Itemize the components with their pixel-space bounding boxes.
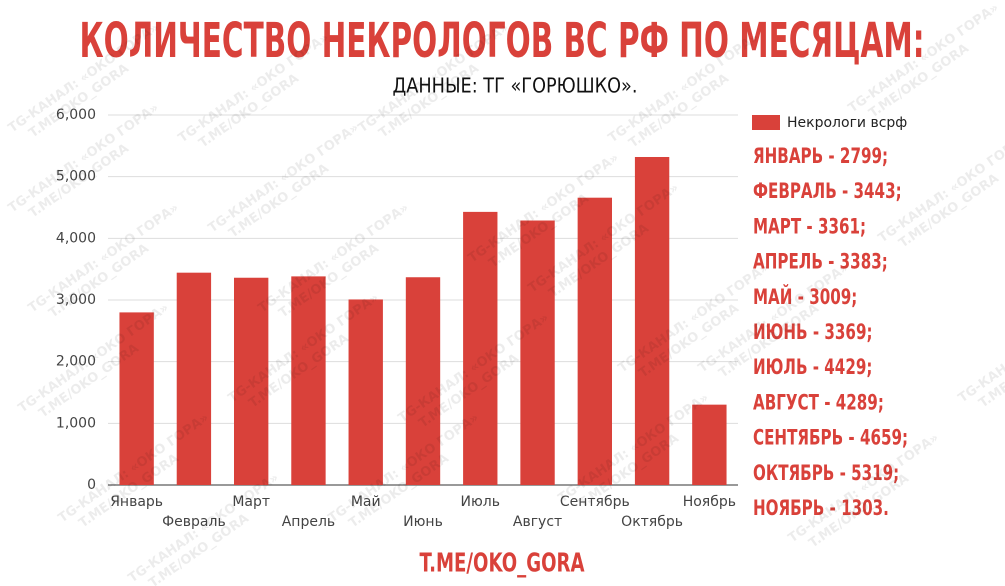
annotation: ИЮЛЬ - 4429; (753, 355, 872, 379)
annotation: ИЮНЬ - 3369; (753, 320, 873, 344)
watermark: TG-КАНАЛ: «ОКО ГОРА»T.ME/OKO_GORA (16, 301, 172, 422)
bar (291, 276, 326, 485)
bar (520, 220, 555, 486)
y-tick-label: 2,000 (56, 354, 96, 370)
bar (577, 197, 612, 485)
y-tick-label: 0 (87, 477, 96, 493)
x-tick-label: Май (351, 494, 381, 510)
y-tick-label: 4,000 (56, 230, 96, 246)
legend-label: Некрологи всрф (787, 115, 907, 131)
y-tick-label: 6,000 (56, 107, 96, 123)
bar (348, 299, 383, 485)
y-tick-label: 1,000 (56, 415, 96, 431)
watermark: TG-КАНАЛ: «ОКО ГОРА»T.ME/OKO_GORA (256, 201, 412, 322)
bar (234, 277, 269, 485)
footer: T.ME/OKO_GORA (420, 549, 585, 579)
x-tick-label: Январь (110, 494, 163, 510)
y-tick-label: 5,000 (56, 169, 96, 185)
watermark-text: TG-КАНАЛ: «ОКО ГОРА» (126, 471, 282, 586)
annotation: АВГУСТ - 4289; (753, 390, 884, 414)
annotation: МАЙ - 3009; (753, 284, 857, 309)
annotation: НОЯБРЬ - 1303. (753, 496, 889, 520)
y-tick-label: 3,000 (56, 292, 96, 308)
watermark-text: TG-КАНАЛ: «ОКО ГОРА» (206, 121, 362, 237)
watermark-text: TG-КАНАЛ: «ОКО ГОРА» (256, 201, 412, 317)
x-tick-label: Сентябрь (560, 494, 630, 510)
chart-subtitle: ДАННЫЕ: ТГ «ГОРЮШКО». (393, 74, 638, 98)
bar (119, 312, 154, 485)
bar (405, 277, 441, 485)
watermark-text: TG-КАНАЛ: «ОКО ГОРА» (26, 201, 182, 317)
watermark: TG-КАНАЛ: «ОКО ГОРА»T.ME/OKO_GORA (126, 471, 282, 586)
x-tick-label: Октябрь (621, 514, 683, 530)
x-tick-label: Февраль (162, 514, 226, 530)
annotation: МАРТ - 3361; (753, 214, 866, 238)
x-tick-label: Март (232, 494, 270, 510)
annotation: ЯНВАРЬ - 2799; (753, 144, 888, 168)
annotation: АПРЕЛЬ - 3383; (753, 250, 888, 274)
bar (463, 211, 498, 485)
bar (176, 272, 212, 485)
x-tick-label: Июнь (403, 514, 443, 530)
legend-swatch (752, 115, 780, 130)
watermark: TG-КАНАЛ: «ОКО ГОРА»T.ME/OKO_GORA (206, 121, 362, 242)
x-tick-label: Апрель (282, 514, 335, 530)
x-tick-label: Июль (461, 494, 500, 510)
x-tick-label: Ноябрь (683, 494, 736, 510)
watermark: TG-КАНАЛ: «ОКО ГОРА»T.ME/OKO_GORA (956, 291, 1005, 412)
annotation: СЕНТЯБРЬ - 4659; (753, 426, 908, 450)
annotation: ОКТЯБРЬ - 5319; (753, 461, 899, 485)
bar (634, 156, 670, 485)
annotation: ФЕВРАЛЬ - 3443; (753, 179, 902, 203)
chart-title: КОЛИЧЕСТВО НЕКРОЛОГОВ ВС РФ ПО МЕСЯЦАМ: (80, 13, 925, 69)
x-tick-label: Август (513, 514, 562, 530)
watermark: TG-КАНАЛ: «ОКО ГОРА»T.ME/OKO_GORA (786, 431, 942, 552)
bar (692, 404, 727, 485)
